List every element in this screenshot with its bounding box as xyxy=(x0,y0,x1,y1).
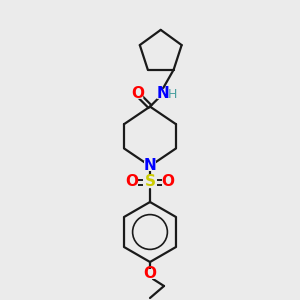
FancyBboxPatch shape xyxy=(144,269,156,279)
FancyBboxPatch shape xyxy=(162,177,174,187)
Text: O: O xyxy=(161,175,175,190)
Text: N: N xyxy=(144,158,156,173)
Text: H: H xyxy=(168,88,177,101)
FancyBboxPatch shape xyxy=(157,89,169,99)
Text: O: O xyxy=(143,266,157,281)
Text: O: O xyxy=(131,86,144,101)
FancyBboxPatch shape xyxy=(126,177,138,187)
FancyBboxPatch shape xyxy=(144,161,156,171)
Text: O: O xyxy=(125,175,139,190)
FancyBboxPatch shape xyxy=(143,176,157,188)
Text: S: S xyxy=(145,175,155,190)
Text: N: N xyxy=(156,86,169,101)
FancyBboxPatch shape xyxy=(131,89,143,99)
